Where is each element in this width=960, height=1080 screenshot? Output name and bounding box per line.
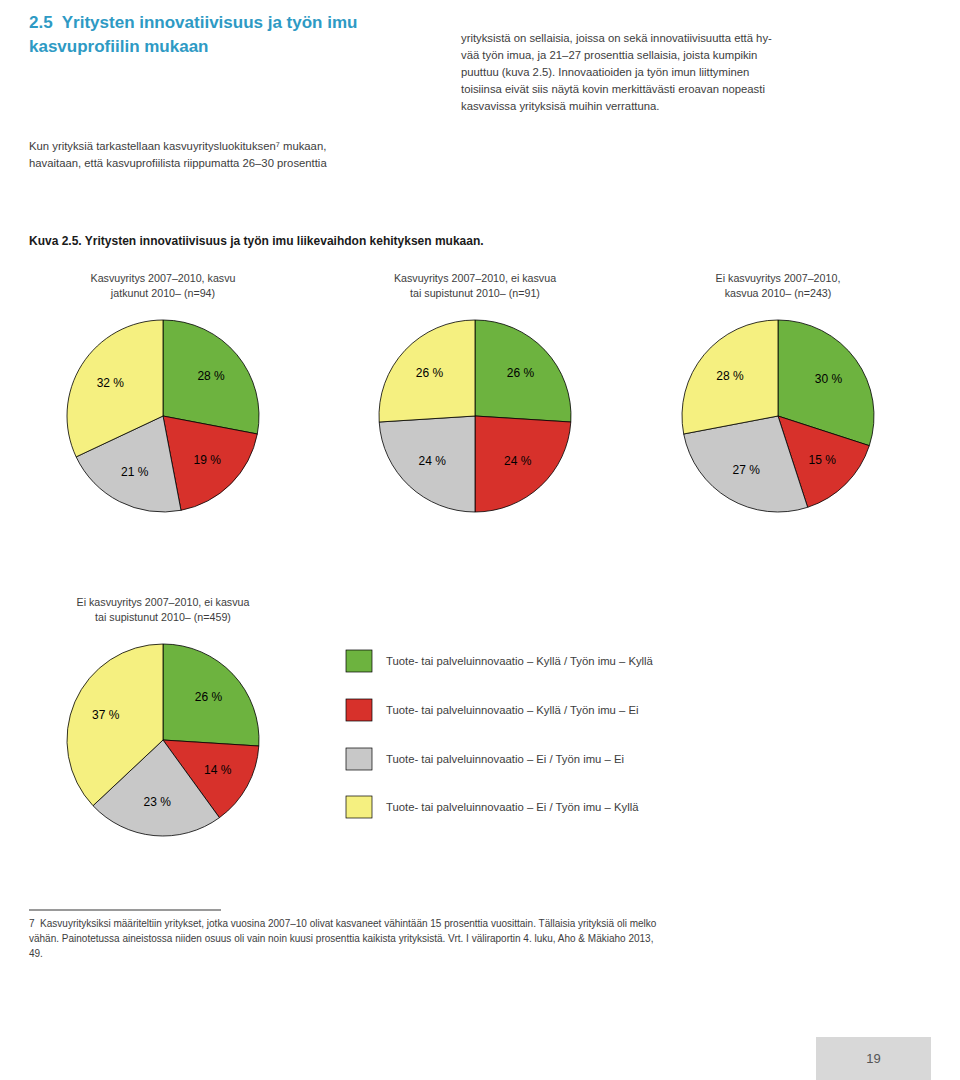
pie-title-line: Ei kasvuyritys 2007–2010, — [716, 272, 841, 284]
pie-title: Kasvuyritys 2007–2010, ei kasvua tai supi… — [394, 272, 556, 299]
legend-swatch — [346, 699, 372, 721]
legend-entry: Tuote- tai palveluinnovaatio – Kyllä / T… — [386, 655, 654, 667]
legend-swatch — [346, 748, 372, 770]
pie-slice — [379, 320, 475, 422]
data-label: 24 % — [504, 454, 532, 468]
pie-slice — [682, 320, 778, 434]
legend-entry: Tuote- tai palveluinnovaatio – Ei / Työn… — [386, 753, 624, 765]
intro-right-line: yrityksistä on sellaisia, joissa on sekä… — [461, 32, 772, 44]
heading: 2.5 Yritysten innovatiivisuus ja työn im… — [29, 13, 357, 56]
data-label: 23 % — [143, 795, 171, 809]
data-label: 30 % — [815, 372, 843, 386]
intro-right-line: puuttuu (kuva 2.5). Innovaatioiden ja ty… — [461, 66, 749, 78]
page: 2.5 Yritysten innovatiivisuus ja työn im… — [0, 0, 960, 1080]
footnote-line: vähän. Painotetussa aineistossa niiden o… — [29, 933, 653, 944]
pie-title: Ei kasvuyritys 2007–2010, ei kasvua tai s… — [77, 596, 250, 623]
pie-title-line: tai supistunut 2010– (n=91) — [410, 287, 540, 299]
data-label: 26 % — [416, 366, 444, 380]
intro-right-line: vää työn imua, ja 21–27 prosenttia sella… — [461, 49, 757, 61]
footnote: 7 Kasvuyrityksiksi määriteltiin yritykse… — [29, 918, 657, 959]
pie-chart: 30 % 15 % 27 % 28 % — [682, 320, 874, 512]
intro-right: yrityksistä on sellaisia, joissa on sekä… — [461, 32, 772, 112]
page-number-box — [816, 1037, 931, 1080]
heading-line: 2.5 Yritysten innovatiivisuus ja työn im… — [29, 13, 357, 32]
pie-title: Kasvuyritys 2007–2010, kasvu jatkunut 201… — [91, 272, 236, 299]
data-label: 28 % — [197, 369, 225, 383]
pie-slice — [163, 320, 259, 434]
heading-line: kasvuprofiilin mukaan — [29, 37, 209, 56]
data-label: 19 % — [193, 453, 221, 467]
footnote-line: 7 Kasvuyrityksiksi määriteltiin yritykse… — [29, 918, 657, 929]
data-label: 26 % — [507, 366, 535, 380]
data-label: 26 % — [195, 690, 223, 704]
data-label: 32 % — [97, 376, 125, 390]
data-label: 21 % — [121, 465, 149, 479]
intro-right-line: kasvavissa yrityksisä muihin verrattuna. — [461, 100, 659, 112]
pie-title-line: kasvua 2010– (n=243) — [725, 287, 832, 299]
pie-slice — [379, 416, 475, 512]
pie-title-line: Ei kasvuyritys 2007–2010, ei kasvua — [77, 596, 250, 608]
page-number: 19 — [866, 1051, 880, 1066]
intro-left-line: Kun yrityksiä tarkastellaan kasvuyritysl… — [29, 140, 326, 152]
pie-title-line: jatkunut 2010– (n=94) — [110, 287, 215, 299]
pie-slice — [67, 320, 163, 457]
data-label: 14 % — [204, 763, 232, 777]
pie-title-line: Kasvuyritys 2007–2010, kasvu — [91, 272, 236, 284]
footnote-rule — [29, 910, 221, 911]
pie-chart: 26 % 14 % 23 % 37 % — [67, 644, 259, 836]
intro-right-line: toisiinsa eivät siis näytä kovin merkitt… — [461, 83, 765, 95]
pie-title-line: Kasvuyritys 2007–2010, ei kasvua — [394, 272, 556, 284]
legend-swatch — [346, 796, 372, 818]
pie-slice — [163, 644, 259, 746]
intro-left: Kun yrityksiä tarkastellaan kasvuyritysl… — [29, 140, 327, 169]
footnote-line: 49. — [29, 948, 43, 959]
data-label: 24 % — [419, 454, 447, 468]
data-label: 27 % — [733, 463, 761, 477]
figure-label-line: Kuva 2.5. Yritysten innovatiivisuus ja t… — [29, 234, 484, 248]
figure-label: Kuva 2.5. Yritysten innovatiivisuus ja t… — [29, 234, 484, 248]
pie-slice — [475, 416, 571, 512]
data-label: 15 % — [808, 453, 836, 467]
pie-chart: 26 % 24 % 24 % 26 % — [379, 320, 571, 512]
pie-chart: 28 % 19 % 21 % 32 % — [67, 320, 259, 512]
pie-slice — [67, 644, 163, 806]
pie-slice — [475, 320, 571, 422]
data-label: 28 % — [716, 369, 744, 383]
legend-entry: Tuote- tai palveluinnovaatio – Kyllä / T… — [386, 704, 638, 716]
legend-entry: Tuote- tai palveluinnovaatio – Ei / Työn… — [386, 801, 639, 813]
legend-swatch — [346, 650, 372, 672]
pie-title: Ei kasvuyritys 2007–2010, kasvua 2010– (n… — [716, 272, 841, 299]
legend: Tuote- tai palveluinnovaatio – Kyllä / T… — [346, 650, 654, 818]
data-label: 37 % — [92, 708, 120, 722]
pie-title-line: tai supistunut 2010– (n=459) — [95, 611, 231, 623]
intro-left-line: havaitaan, että kasvuprofiilista riippum… — [29, 157, 327, 169]
